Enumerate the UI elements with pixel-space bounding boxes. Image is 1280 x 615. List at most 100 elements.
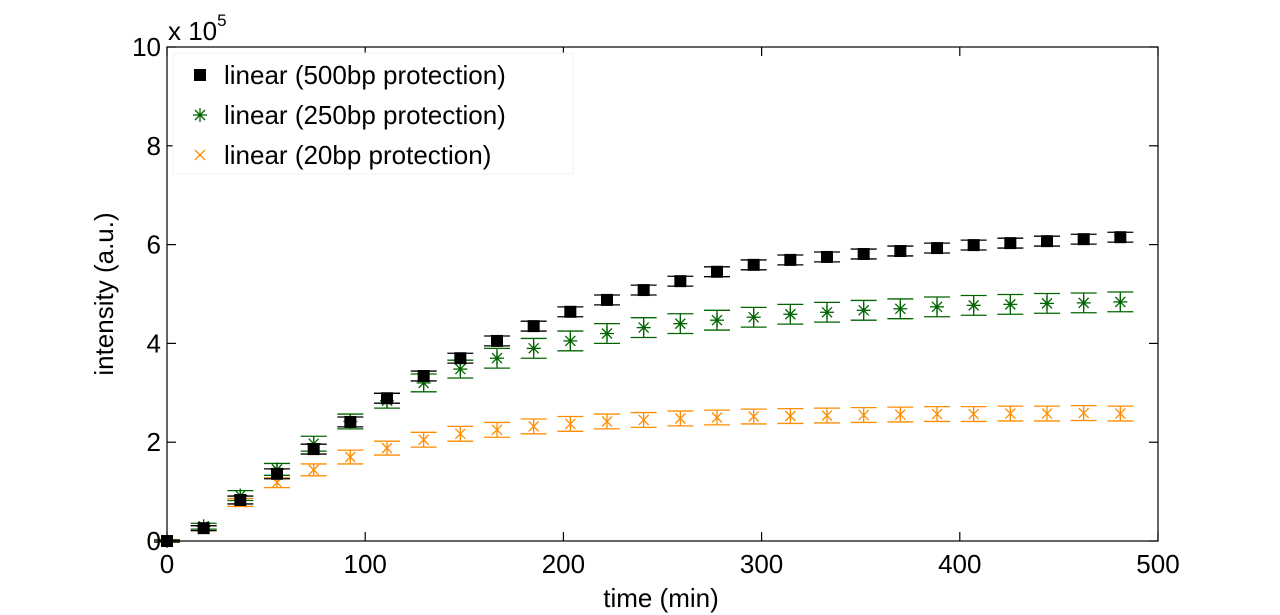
data-point bbox=[600, 326, 615, 341]
data-point bbox=[344, 415, 357, 428]
data-point bbox=[931, 242, 944, 255]
legend-marker bbox=[193, 108, 207, 122]
data-point bbox=[564, 418, 576, 430]
data-point bbox=[893, 301, 908, 316]
y-tick-label: 8 bbox=[147, 131, 161, 161]
y-tick-label: 2 bbox=[147, 427, 161, 457]
axis-ticks bbox=[166, 46, 1159, 542]
data-point bbox=[234, 493, 247, 506]
data-point bbox=[1003, 297, 1018, 312]
data-point bbox=[417, 370, 430, 383]
data-point bbox=[784, 410, 796, 422]
data-point bbox=[821, 250, 834, 263]
data-point bbox=[344, 451, 356, 463]
x-axis-label: time (min) bbox=[603, 583, 719, 613]
series-0 bbox=[154, 231, 1134, 547]
data-point bbox=[527, 320, 540, 333]
x-tick-label: 100 bbox=[344, 549, 387, 579]
data-point bbox=[1113, 294, 1128, 309]
data-point bbox=[638, 414, 650, 426]
legend-box bbox=[172, 52, 574, 175]
data-point bbox=[784, 253, 797, 266]
data-point bbox=[820, 305, 835, 320]
legend-item: linear (250bp protection) bbox=[193, 100, 506, 130]
data-point bbox=[307, 443, 320, 456]
legend-label: linear (500bp protection) bbox=[224, 60, 506, 90]
legend-item: linear (500bp protection) bbox=[194, 60, 506, 90]
data-point bbox=[601, 293, 614, 306]
legend-label: linear (250bp protection) bbox=[224, 100, 506, 130]
x-tick-label: 300 bbox=[740, 549, 783, 579]
data-point bbox=[930, 299, 945, 314]
data-point bbox=[894, 245, 907, 258]
data-point bbox=[601, 415, 613, 427]
data-point bbox=[564, 305, 577, 318]
data-point bbox=[197, 522, 210, 535]
y-tick-label: 6 bbox=[147, 230, 161, 260]
x-tick-label: 500 bbox=[1136, 549, 1179, 579]
x-tick-label: 0 bbox=[160, 549, 174, 579]
data-point bbox=[1040, 296, 1055, 311]
data-point bbox=[161, 535, 173, 547]
data-point bbox=[1114, 408, 1126, 420]
x-tick-label: 400 bbox=[938, 549, 981, 579]
data-point bbox=[491, 334, 504, 347]
data-point bbox=[418, 434, 430, 446]
legend-label: linear (20bp protection) bbox=[224, 140, 491, 170]
data-point bbox=[931, 408, 943, 420]
data-point bbox=[1076, 295, 1091, 310]
y-tick-label: 10 bbox=[132, 32, 161, 62]
series-2 bbox=[154, 404, 1134, 547]
data-point bbox=[563, 333, 578, 348]
data-point bbox=[673, 316, 688, 331]
data-point bbox=[308, 464, 320, 476]
data-point bbox=[783, 307, 798, 322]
y-axis-label: intensity (a.u.) bbox=[89, 212, 119, 375]
legend-item: linear (20bp protection) bbox=[194, 140, 491, 170]
y-tick-label: 4 bbox=[147, 328, 161, 358]
y-axis-multiplier: x 105 bbox=[168, 11, 227, 46]
data-point bbox=[967, 239, 980, 252]
legend-marker bbox=[194, 149, 206, 161]
data-point bbox=[636, 320, 651, 335]
tick-labels: 0 100 200 300 400 500 0 2 4 6 8 10 bbox=[132, 32, 1180, 579]
data-point bbox=[637, 284, 650, 297]
legend: linear (500bp protection) linear (250bp p… bbox=[172, 52, 574, 175]
data-point bbox=[1078, 407, 1090, 419]
data-point bbox=[491, 424, 503, 436]
data-point bbox=[968, 408, 980, 420]
data-point bbox=[381, 392, 394, 405]
data-point bbox=[710, 313, 725, 328]
x-tick-label: 200 bbox=[542, 549, 585, 579]
data-point bbox=[711, 265, 724, 278]
data-point bbox=[271, 467, 284, 480]
data-point bbox=[526, 341, 541, 356]
data-point bbox=[381, 442, 393, 454]
data-point bbox=[747, 258, 760, 271]
data-point bbox=[454, 428, 466, 440]
data-point bbox=[454, 352, 467, 365]
data-point bbox=[490, 351, 505, 366]
data-point bbox=[1041, 408, 1053, 420]
data-point bbox=[528, 420, 540, 432]
data-point bbox=[857, 247, 870, 260]
legend-marker bbox=[194, 69, 206, 81]
data-point bbox=[856, 303, 871, 318]
data-point bbox=[453, 362, 468, 377]
data-point bbox=[1077, 233, 1090, 246]
data-point bbox=[858, 409, 870, 421]
y-tick-label: 0 bbox=[147, 526, 161, 556]
data-point bbox=[674, 275, 687, 288]
data-marks bbox=[154, 231, 1134, 548]
data-point bbox=[894, 409, 906, 420]
data-point bbox=[966, 298, 981, 313]
data-point bbox=[821, 410, 833, 421]
data-point bbox=[1004, 408, 1016, 420]
data-point bbox=[674, 413, 686, 424]
data-point bbox=[711, 412, 723, 423]
data-point bbox=[1114, 231, 1127, 244]
data-point bbox=[748, 411, 760, 422]
y-axis-exponent: 5 bbox=[217, 11, 226, 30]
data-point bbox=[1041, 235, 1054, 248]
